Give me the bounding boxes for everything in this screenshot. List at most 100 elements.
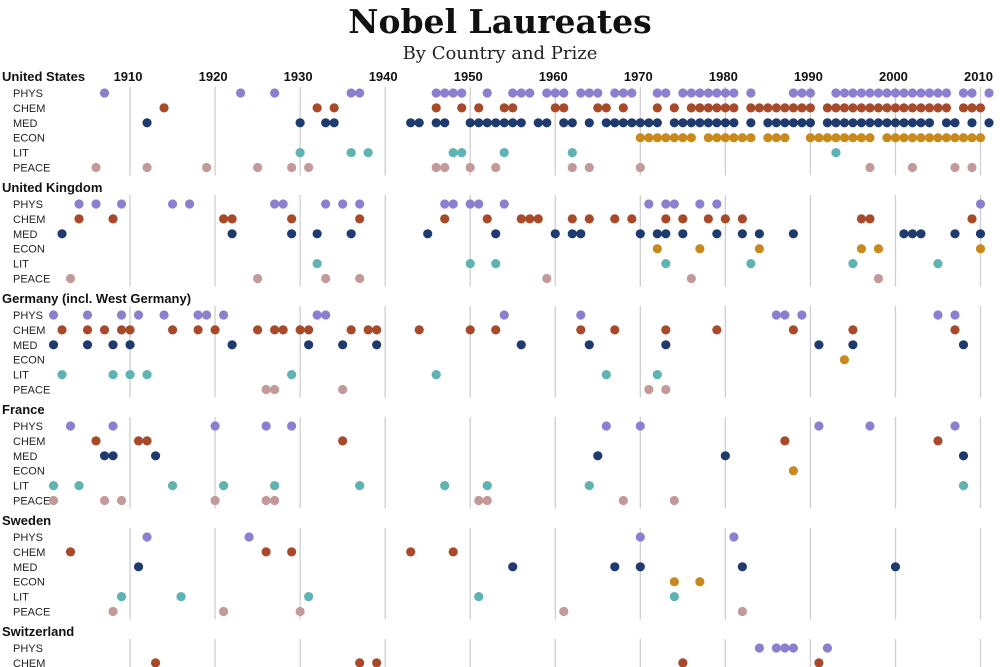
laureate-dot <box>167 199 178 209</box>
laureate-dot <box>780 643 790 653</box>
laureate-dot <box>584 481 594 491</box>
laureate-dot <box>278 199 288 209</box>
category-label: LIT <box>13 592 29 604</box>
laureate-dot <box>304 592 314 602</box>
category-label: LIT <box>13 370 29 382</box>
laureate-dot <box>737 214 747 224</box>
laureate-dot <box>788 466 798 476</box>
x-tick-label: 1970 <box>624 69 653 84</box>
laureate-dot <box>635 133 645 143</box>
laureate-dot <box>712 103 722 113</box>
laureate-dot <box>270 384 280 395</box>
laureate-dot <box>431 370 441 380</box>
laureate-dot <box>865 133 875 143</box>
laureate-dot <box>788 643 798 653</box>
laureate-dot <box>780 436 790 446</box>
laureate-dot <box>831 88 841 98</box>
laureate-dot <box>686 273 696 284</box>
laureate-dot <box>133 562 144 572</box>
laureate-dot <box>967 133 977 143</box>
laureate-dot <box>652 370 662 380</box>
laureate-dot <box>542 118 552 128</box>
laureate-dot <box>99 325 110 335</box>
laureate-dot <box>831 148 841 158</box>
laureate-dot <box>82 340 93 350</box>
laureate-dot <box>253 325 263 335</box>
category-label: PEACE <box>13 385 50 397</box>
laureate-dot <box>491 325 501 335</box>
x-tick-label: 2000 <box>879 69 908 84</box>
category-label: LIT <box>13 259 29 271</box>
laureate-dot <box>116 495 127 506</box>
laureate-dot <box>916 88 926 98</box>
laureate-dot <box>465 199 475 209</box>
laureate-dot <box>150 451 161 461</box>
laureate-dot <box>712 118 722 128</box>
laureate-dot <box>355 481 365 491</box>
laureate-dot <box>754 229 764 239</box>
laureate-dot <box>890 88 901 98</box>
laureate-dot <box>499 148 509 158</box>
laureate-dot <box>788 325 798 335</box>
laureate-dot <box>737 562 747 572</box>
x-tick-label: 1930 <box>284 69 313 84</box>
laureate-dot <box>848 133 858 143</box>
laureate-dot <box>236 88 246 98</box>
laureate-dot <box>737 229 747 239</box>
laureate-dot <box>261 495 271 506</box>
laureate-dot <box>516 118 526 128</box>
x-tick-label: 1910 <box>114 69 143 84</box>
laureate-dot <box>338 199 348 209</box>
laureate-dot <box>550 88 560 98</box>
laureate-dot <box>822 643 833 653</box>
laureate-dot <box>763 118 773 128</box>
laureate-dot <box>465 325 475 335</box>
laureate-dot <box>346 88 356 98</box>
laureate-dot <box>48 495 59 506</box>
laureate-dot <box>159 310 169 320</box>
laureate-dot <box>839 133 850 143</box>
laureate-dot <box>593 103 603 113</box>
laureate-dot <box>406 118 416 128</box>
laureate-dot <box>984 88 994 98</box>
laureate-dot <box>907 162 918 173</box>
x-tick-label: 2010 <box>964 69 993 84</box>
laureate-dot <box>737 133 747 143</box>
laureate-dot <box>975 244 986 254</box>
laureate-dot <box>907 133 918 143</box>
laureate-dot <box>508 562 518 572</box>
laureate-dot <box>635 562 645 572</box>
laureate-dot <box>99 495 110 506</box>
laureate-dot <box>457 88 467 98</box>
laureate-dot <box>865 162 875 173</box>
category-label: PHYS <box>13 199 43 211</box>
laureate-dot <box>355 658 365 667</box>
laureate-dot <box>924 118 935 128</box>
laureate-dot <box>882 133 892 143</box>
laureate-dot <box>261 421 271 431</box>
laureate-dot <box>822 133 833 143</box>
laureate-dot <box>907 103 918 113</box>
laureate-dot <box>610 214 620 224</box>
country-label: Switzerland <box>2 624 74 639</box>
laureate-dot <box>567 214 577 224</box>
laureate-dot <box>661 325 671 335</box>
laureate-dot <box>457 148 467 158</box>
category-label: ECON <box>13 466 45 478</box>
laureate-dot <box>125 340 135 350</box>
laureate-dot <box>661 88 671 98</box>
laureate-dot <box>363 148 373 158</box>
laureate-dot <box>865 421 875 431</box>
laureate-dot <box>771 643 781 653</box>
category-label: MED <box>13 118 38 130</box>
laureate-dot <box>601 118 611 128</box>
laureate-dot <box>882 103 892 113</box>
laureate-dot <box>406 547 416 557</box>
laureate-dot <box>576 229 586 239</box>
category-label: MED <box>13 340 38 352</box>
laureate-dot <box>865 118 875 128</box>
laureate-dot <box>142 370 152 380</box>
laureate-dot <box>133 310 144 320</box>
laureate-dot <box>950 229 960 239</box>
laureate-dot <box>848 340 858 350</box>
